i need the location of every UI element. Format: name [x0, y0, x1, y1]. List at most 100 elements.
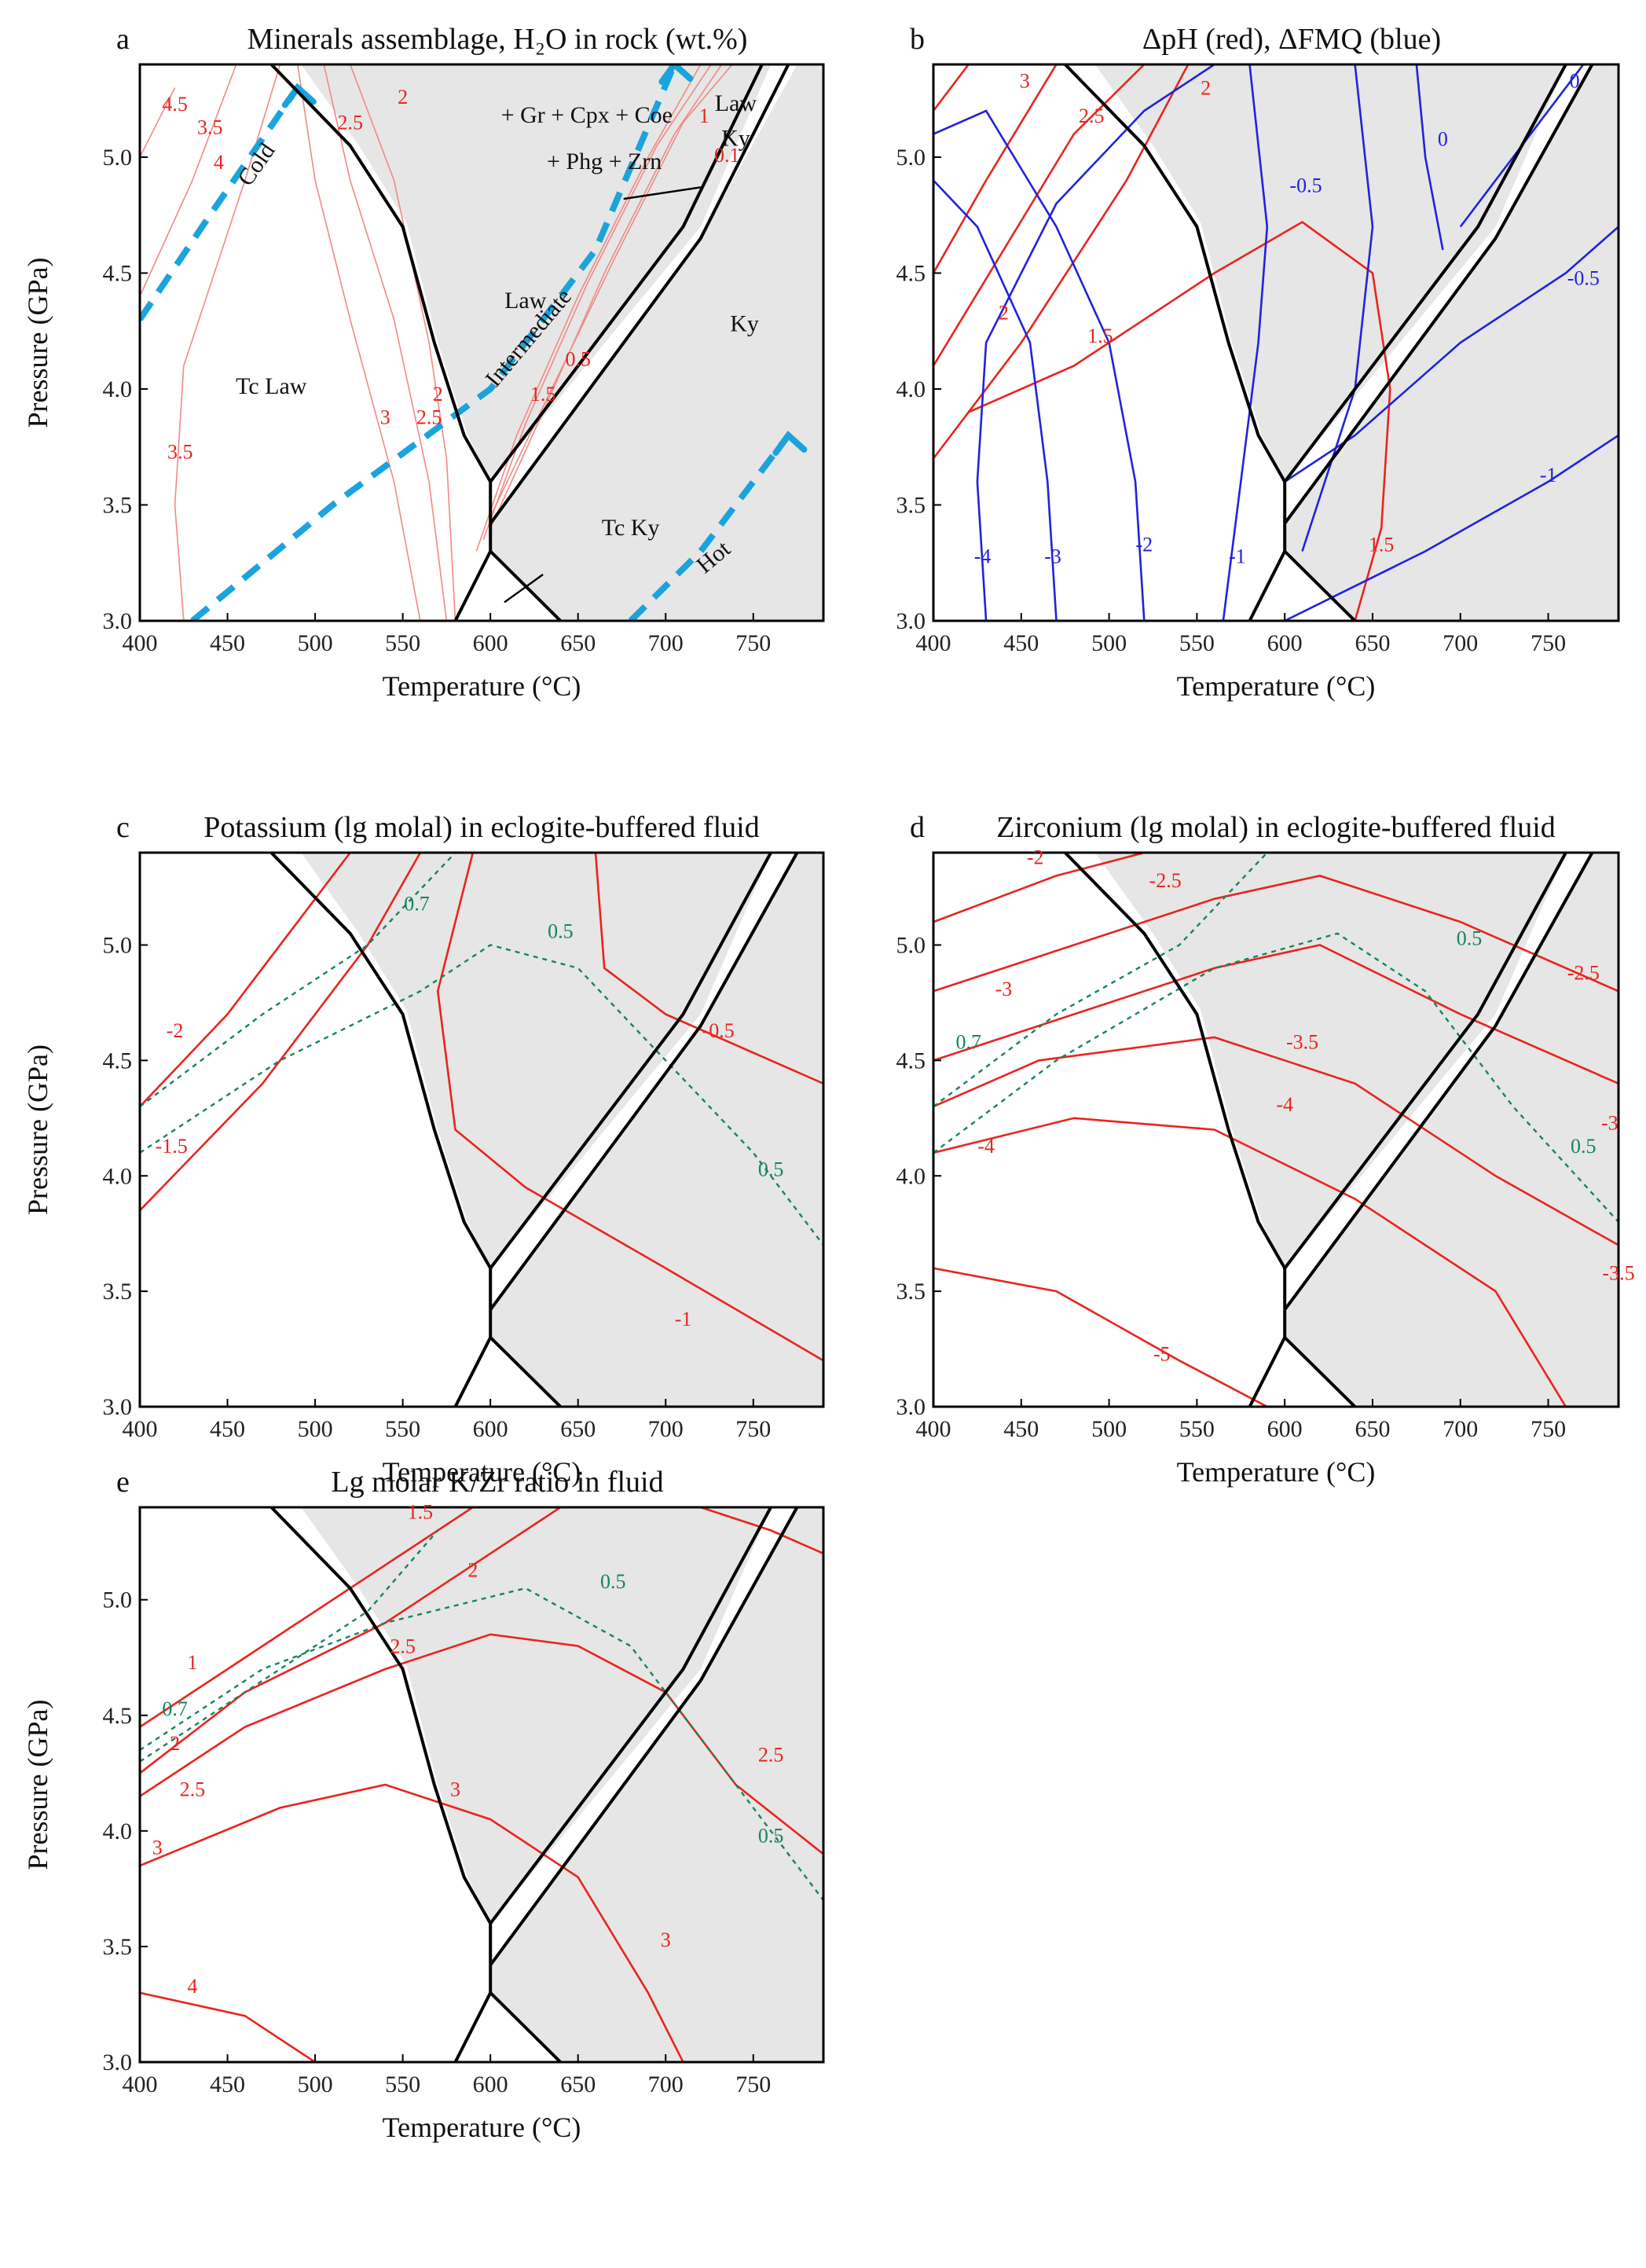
phase-boundary-2 — [1283, 853, 1594, 1311]
contour-label: 4 — [214, 151, 224, 174]
panel-d: 400 450 500 550 600 650 700 750 3.0 3.5 4.0 4.5 5.0 d… — [896, 811, 1635, 1488]
ratio-dashed-1 — [140, 1529, 439, 1763]
green-contour-label: 0.5 — [1457, 927, 1483, 950]
red-contour-label: 3 — [661, 1929, 671, 1951]
plot-area-c — [140, 853, 823, 1407]
contour-label: 2 — [433, 383, 443, 406]
x-tick-label: 400 — [916, 630, 951, 656]
y-axis-label: Pressure (GPa) — [22, 1700, 53, 1870]
region-label: Tc Law — [236, 373, 307, 399]
contour-label: 0.5 — [565, 348, 591, 371]
pointer-tc-ky — [504, 574, 544, 604]
law-ky-corridor — [490, 1507, 797, 1965]
arrowhead-intermediate — [658, 64, 694, 85]
h2o-contour-5 — [349, 64, 456, 621]
green-contour-label: 0.5 — [600, 1570, 626, 1593]
red-contour-label: -4 — [1276, 1093, 1293, 1116]
x-tick-label: 750 — [1531, 1416, 1566, 1442]
x-tick-label: 450 — [1003, 1416, 1039, 1442]
red-contour-label: -3.5 — [1602, 1261, 1634, 1284]
k-dashed-1 — [140, 853, 456, 1108]
phase-boundary-0 — [1064, 64, 1286, 483]
green-contour-label: 0.7 — [162, 1697, 188, 1720]
plot-frame-e — [138, 1506, 825, 2064]
k-dashed-0 — [140, 944, 823, 1246]
law-ky-corridor — [1285, 64, 1593, 524]
x-tick-label: 400 — [916, 1416, 951, 1442]
region-label: Ky — [730, 310, 759, 336]
shaded-field — [1094, 853, 1619, 1407]
shaded-field — [1094, 64, 1619, 621]
y-tick-label: 3.5 — [896, 1279, 926, 1305]
x-tick-label: 650 — [1355, 630, 1390, 656]
phase-boundary-3 — [1283, 64, 1567, 483]
blue-contour-label: -2 — [1135, 534, 1153, 556]
y-tick-label: 3.5 — [103, 1934, 133, 1960]
region-label: Ky — [721, 125, 750, 151]
k-contour-1 — [140, 853, 351, 1107]
x-axis-label: Temperature (°C) — [383, 1456, 581, 1488]
red-contour-label: -4 — [977, 1135, 995, 1158]
ph-contour-0 — [933, 64, 1190, 460]
green-contour-label: 0.5 — [1571, 1135, 1597, 1158]
h2o-contour-9 — [489, 64, 733, 517]
phase-boundary-6 — [1283, 550, 1357, 621]
h2o-contour-7 — [482, 64, 712, 541]
arrowhead-cold — [281, 83, 317, 108]
y-tick-label: 5.0 — [103, 933, 133, 959]
green-contour-label: 0.5 — [758, 1825, 784, 1848]
y-tick-label: 3.0 — [103, 2050, 133, 2075]
pt-path-label: Cold — [233, 138, 280, 191]
h2o-contour-1 — [140, 64, 237, 297]
phase-boundary-6 — [1283, 1336, 1357, 1407]
green-contour-label: 0.7 — [404, 892, 430, 915]
red-contour-label: 3 — [1020, 70, 1030, 93]
panel-e: 400 450 500 550 600 650 700 750 3.0 3.5 4.0 4.5 5.0 e… — [22, 1466, 825, 2143]
zr-contour-2 — [933, 944, 1619, 1084]
phase-boundary-2 — [489, 853, 799, 1311]
y-tick-label: 3.0 — [896, 1394, 926, 1420]
red-contour-label: -3 — [995, 978, 1013, 1000]
tc-ky-field — [455, 551, 561, 621]
h2o-contour-0 — [140, 87, 176, 158]
x-tick-label: 400 — [123, 630, 158, 656]
green-contour-label: 0.5 — [548, 920, 574, 943]
x-axis-label: Temperature (°C) — [1177, 1456, 1376, 1488]
panel-label: d — [910, 811, 925, 844]
h2o-contour-8 — [489, 64, 723, 529]
x-tick-label: 500 — [1091, 630, 1127, 656]
phase-boundary-6 — [489, 1991, 562, 2062]
contour-label: 1.5 — [530, 383, 556, 406]
x-tick-label: 500 — [298, 630, 333, 656]
fmq-contour-1 — [933, 179, 1058, 621]
x-tick-label: 700 — [648, 630, 684, 656]
y-tick-label: 5.0 — [896, 145, 926, 171]
panel-label: b — [910, 23, 925, 56]
y-tick-label: 5.0 — [103, 1587, 133, 1613]
red-contour-label: 3 — [450, 1778, 460, 1801]
fmq-contour-3 — [1222, 64, 1269, 621]
k-contour-3 — [594, 853, 823, 1084]
k-contour-0 — [140, 853, 422, 1212]
blue-contour-label: -1 — [1229, 545, 1246, 567]
fmq-contour-5 — [1415, 64, 1444, 251]
phase-boundary-2 — [489, 1507, 799, 1966]
x-tick-label: 700 — [648, 1416, 684, 1442]
y-tick-label: 3.5 — [103, 493, 133, 519]
y-tick-label: 4.0 — [896, 376, 926, 402]
x-tick-label: 400 — [123, 1416, 158, 1442]
chart-title: Lg molar K/Zr ratio in fluid — [331, 1466, 663, 1499]
red-contour-label: -3.5 — [1286, 1031, 1318, 1054]
x-tick-label: 750 — [1531, 630, 1566, 656]
y-tick-label: 4.5 — [103, 261, 133, 287]
blue-contour-label: -0.5 — [1567, 266, 1600, 289]
phase-boundary-2 — [489, 64, 790, 525]
contour-label: 3 — [380, 406, 390, 428]
fmq-contour-6 — [1284, 226, 1619, 483]
y-tick-label: 3.5 — [103, 1279, 133, 1305]
y-tick-label: 3.0 — [103, 608, 133, 634]
pt-path-intermediate — [190, 64, 678, 621]
x-tick-label: 700 — [1443, 1416, 1478, 1442]
law-ky-corridor — [1285, 853, 1593, 1310]
